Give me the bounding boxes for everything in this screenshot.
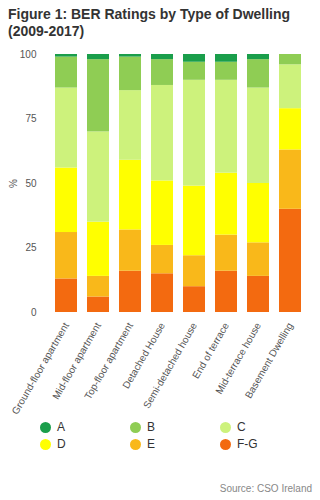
html-text:C: C bbox=[237, 420, 246, 434]
html-text:F-G: F-G bbox=[237, 437, 258, 451]
svg-text:0: 0 bbox=[31, 307, 37, 318]
svg-text:Mid-terrace house: Mid-terrace house bbox=[213, 320, 263, 396]
svg-text:Ground-floor apartment: Ground-floor apartment bbox=[10, 320, 72, 416]
html-text:D: D bbox=[57, 437, 66, 451]
svg-text:End of terrace: End of terrace bbox=[190, 320, 231, 381]
html-text:A: A bbox=[57, 420, 65, 434]
svg-text:25: 25 bbox=[25, 242, 37, 253]
svg-text:Basement Dwelling: Basement Dwelling bbox=[243, 321, 295, 401]
svg-text:100: 100 bbox=[20, 49, 37, 60]
svg-text:Mid-floor apartment: Mid-floor apartment bbox=[50, 320, 103, 402]
svg-text:50: 50 bbox=[25, 178, 37, 189]
svg-text:Semi-detached house: Semi-detached house bbox=[141, 320, 199, 410]
svg-text:Detached House: Detached House bbox=[120, 320, 167, 391]
svg-text:75: 75 bbox=[25, 113, 37, 124]
html-text:Figure 1: BER Ratings by Type: Figure 1: BER Ratings by Type of Dwellin… bbox=[8, 6, 291, 39]
html-text:Source: CSO Ireland: Source: CSO Ireland bbox=[219, 483, 312, 494]
svg-text:%: % bbox=[8, 179, 19, 188]
html-text:E: E bbox=[147, 437, 155, 451]
svg-text:Top-floor apartment: Top-floor apartment bbox=[82, 320, 135, 402]
html-text:B: B bbox=[147, 420, 155, 434]
